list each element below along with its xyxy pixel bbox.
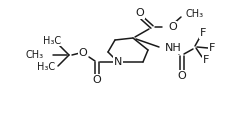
Text: O: O: [93, 75, 101, 85]
Text: O: O: [168, 22, 177, 32]
Text: O: O: [79, 48, 87, 58]
Text: H₃C: H₃C: [37, 62, 55, 72]
Text: O: O: [136, 8, 144, 18]
Text: F: F: [203, 55, 209, 65]
Text: N: N: [114, 57, 122, 67]
Text: NH: NH: [165, 43, 182, 53]
Text: O: O: [178, 71, 186, 81]
Text: CH₃: CH₃: [26, 50, 44, 60]
Text: CH₃: CH₃: [186, 9, 204, 19]
Text: F: F: [200, 28, 206, 38]
Text: F: F: [209, 43, 215, 53]
Text: H₃C: H₃C: [43, 36, 61, 46]
